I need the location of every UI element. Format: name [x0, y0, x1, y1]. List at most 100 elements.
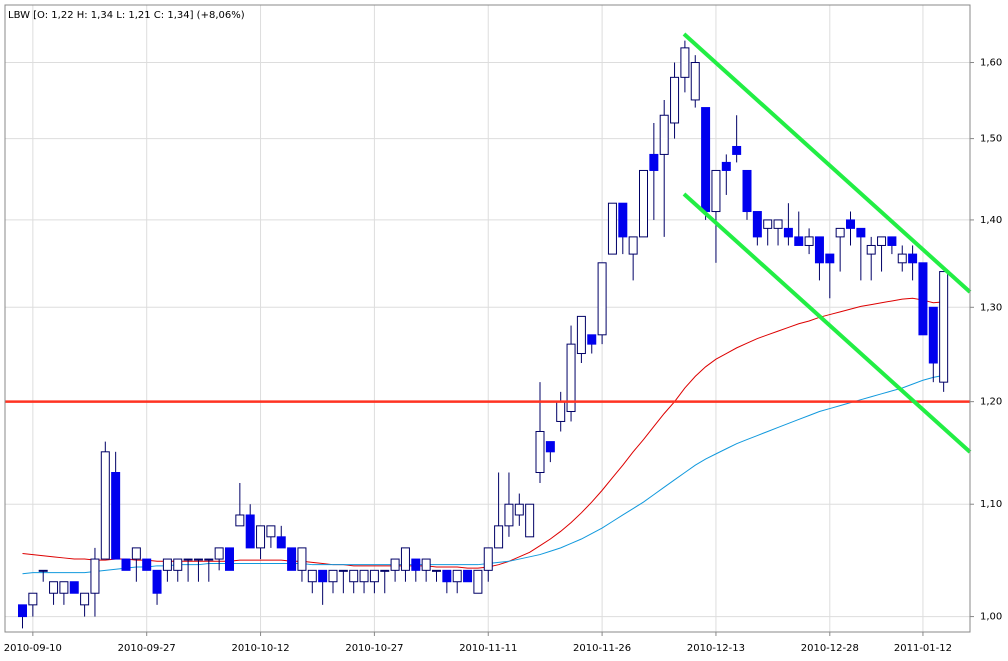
candle-body: [100, 451, 110, 560]
candle-body: [794, 236, 804, 246]
candle-body: [587, 334, 597, 345]
candle-body: [69, 581, 79, 594]
candle-body: [773, 219, 783, 229]
candle-body: [618, 202, 628, 238]
x-tick-label: 2010-11-26: [573, 643, 631, 654]
candle-body: [690, 62, 700, 101]
candle-body: [276, 536, 286, 549]
x-tick-label: 2010-12-13: [687, 643, 745, 654]
candle-body: [545, 441, 555, 453]
candle-body: [939, 271, 949, 383]
candle-body: [162, 558, 172, 571]
trend-line-lower: [682, 192, 972, 454]
candle-body: [235, 514, 245, 527]
candle-body: [607, 202, 617, 255]
candle-body: [721, 161, 731, 171]
candle-body: [556, 401, 566, 422]
candle-body: [525, 503, 535, 538]
candle-body: [856, 227, 866, 238]
y-tick-label: 1,50: [980, 134, 1002, 145]
candle-body: [473, 569, 483, 594]
x-tick-label: 2010-09-10: [4, 643, 62, 654]
candle-body: [711, 169, 721, 213]
x-tick-label: 2011-01-12: [894, 643, 952, 654]
candle-body: [111, 471, 121, 560]
x-tick-label: 2010-10-12: [231, 643, 289, 654]
candle-body: [359, 569, 369, 583]
candle-body: [307, 569, 317, 583]
candle-body: [152, 569, 162, 594]
candle-body: [411, 558, 421, 571]
candle-body: [928, 306, 938, 364]
candle-body: [369, 569, 379, 583]
y-tick-label: 1,60: [980, 58, 1002, 69]
y-tick-label: 1,40: [980, 215, 1002, 226]
candle-body: [80, 592, 90, 606]
candle-body: [887, 236, 897, 246]
candle-body: [483, 547, 493, 571]
candle-body: [897, 253, 907, 264]
plot-frame: [4, 4, 971, 633]
candle-body: [266, 525, 276, 538]
candle-body: [752, 211, 762, 238]
candle-body: [225, 547, 234, 571]
trend-line-upper: [682, 32, 972, 294]
candle-body: [576, 315, 586, 355]
y-tick-label: 1,00: [980, 612, 1002, 623]
candle-body: [338, 569, 348, 572]
candle-body: [421, 558, 431, 571]
candle-body: [349, 569, 359, 583]
candle-body: [825, 253, 835, 264]
candle-body: [245, 514, 255, 549]
candle-body: [400, 547, 410, 571]
candle-body: [566, 343, 576, 413]
candle-body: [535, 430, 545, 473]
marks: [5, 40, 970, 629]
candle-body: [297, 547, 307, 571]
candle-body: [783, 227, 793, 238]
candle-body: [18, 604, 27, 618]
candle-body: [494, 525, 504, 549]
candle-body: [214, 547, 224, 560]
candle-body: [639, 169, 648, 238]
candle-body: [763, 219, 773, 229]
candle-body: [846, 219, 855, 229]
candle-body: [908, 253, 918, 264]
grid: 1,00 1,10 1,20 1,30 1,40 1,50 1,60 2010-09-10 20…: [4, 5, 1002, 654]
candle-body: [183, 558, 193, 561]
candle-body: [193, 558, 203, 561]
candle-body: [649, 153, 659, 171]
candle-body: [742, 169, 752, 213]
candle-body: [390, 558, 400, 571]
candle-body: [380, 569, 390, 572]
x-tick-label: 2010-09-27: [118, 643, 176, 654]
candle-body: [142, 558, 152, 571]
candle-body: [835, 227, 845, 238]
candle-body: [918, 262, 928, 336]
y-tick-label: 1,10: [980, 499, 1002, 510]
candle-body: [804, 236, 814, 246]
candle-body: [204, 558, 214, 561]
candle-body: [597, 262, 607, 336]
candle-body: [877, 236, 887, 246]
candle-body: [131, 547, 141, 560]
candle-body: [38, 569, 48, 572]
candle-body: [814, 236, 824, 264]
candle-body: [659, 114, 669, 155]
candle-body: [680, 47, 690, 78]
candle-body: [173, 558, 183, 571]
candle-body: [49, 581, 59, 594]
candle-body: [732, 145, 742, 155]
candle-body: [121, 558, 131, 571]
chart-title: LBW [O: 1,22 H: 1,34 L: 1,21 C: 1,34] (+…: [8, 10, 245, 21]
candle-body: [59, 581, 69, 594]
candle-body: [463, 569, 473, 583]
candle-body: [318, 569, 328, 583]
candle-body: [287, 547, 297, 571]
candle-body: [504, 503, 514, 527]
candle-body: [432, 569, 441, 572]
x-tick-label: 2010-11-11: [459, 643, 517, 654]
candle-body: [28, 592, 38, 606]
